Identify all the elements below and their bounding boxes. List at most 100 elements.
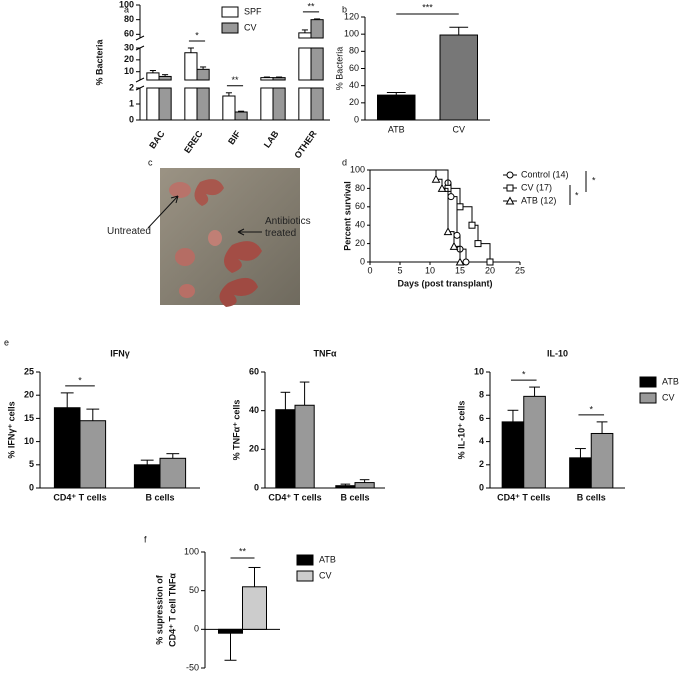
significance-label: * <box>575 190 579 200</box>
significance-label: * <box>589 404 593 414</box>
bar <box>523 395 546 489</box>
bar <box>242 586 267 630</box>
y-tick-label: 60 <box>249 366 259 376</box>
legend-label: CV (17) <box>521 182 552 192</box>
y-tick-label: 100 <box>184 546 199 556</box>
y-tick-label: 20 <box>24 390 34 400</box>
axis-break <box>135 45 145 51</box>
legend-swatch <box>221 22 239 34</box>
point <box>474 240 482 248</box>
y-tick-label: 2 <box>129 82 134 92</box>
y-tick-label: 20 <box>249 444 259 454</box>
x-tick-label: 20 <box>485 265 495 275</box>
bar <box>272 87 286 121</box>
bar <box>133 464 161 489</box>
point <box>506 171 514 179</box>
legend-label: ATB (12) <box>521 195 556 205</box>
significance-label: * <box>78 375 82 385</box>
axis-break <box>135 77 145 83</box>
photo <box>160 168 300 307</box>
y-tick-label: 0 <box>479 482 484 492</box>
panel-letter: e <box>4 337 9 347</box>
x-tick-label: CD4⁺ T cells <box>497 492 550 502</box>
y-tick-label: 0 <box>129 114 134 124</box>
y-tick-label: 100 <box>350 164 365 174</box>
point <box>443 227 453 236</box>
y-axis-label: % IFNγ⁺ cells <box>6 401 16 458</box>
subplot-title: IFNγ <box>110 348 130 358</box>
y-tick-label: 0 <box>360 256 365 266</box>
y-axis-label: CD4⁺ T cell TNFα <box>167 573 177 647</box>
x-tick-label: CV <box>452 124 465 134</box>
y-tick-label: 20 <box>349 97 359 107</box>
legend-swatch <box>639 376 657 388</box>
point <box>453 231 461 239</box>
legend-label: Control (14) <box>521 169 569 179</box>
legend-swatch <box>296 554 314 566</box>
legend-label: ATB <box>662 376 679 386</box>
y-tick-label: -50 <box>186 662 199 672</box>
bar <box>298 47 312 81</box>
y-tick-label: 60 <box>124 29 134 39</box>
y-axis-label: % IL-10⁺ cells <box>456 401 466 460</box>
bar <box>184 87 198 121</box>
y-tick-label: 80 <box>124 14 134 24</box>
panel-letter: b <box>342 4 347 14</box>
bar <box>298 87 312 121</box>
y-tick-label: 80 <box>349 46 359 56</box>
point <box>506 184 514 192</box>
bar <box>234 111 248 121</box>
bar <box>146 87 160 121</box>
x-tick-label: 15 <box>455 265 465 275</box>
legend-label: CV <box>244 22 257 32</box>
y-tick-label: 40 <box>249 405 259 415</box>
subplot-title: IL-10 <box>547 348 568 358</box>
bar <box>298 32 312 39</box>
x-tick-label: ATB <box>388 124 405 134</box>
y-tick-label: 0 <box>354 114 359 124</box>
bar <box>335 485 356 489</box>
bar <box>501 421 525 489</box>
y-tick-label: 2 <box>479 459 484 469</box>
bar <box>310 47 324 81</box>
bar <box>146 72 160 81</box>
y-tick-label: 1 <box>129 98 134 108</box>
x-tick-label: CD4⁺ T cells <box>53 492 106 502</box>
bar <box>196 87 210 121</box>
x-tick-label: CD4⁺ T cells <box>268 492 321 502</box>
y-tick-label: 0 <box>254 482 259 492</box>
y-tick-label: 6 <box>479 413 484 423</box>
y-tick-label: 50 <box>189 585 199 595</box>
bar <box>79 420 107 489</box>
significance-label: * <box>195 30 199 40</box>
point <box>486 258 494 266</box>
y-tick-label: 25 <box>24 366 34 376</box>
x-tick-label: BAC <box>147 128 167 150</box>
y-axis-label: % Bacteria <box>334 47 344 91</box>
legend-swatch <box>221 6 239 18</box>
legend-label: ATB <box>319 554 336 564</box>
x-tick-label: B cells <box>577 492 606 502</box>
point <box>437 183 447 192</box>
y-tick-label: 8 <box>479 390 484 400</box>
point <box>468 221 476 229</box>
bar <box>53 407 81 489</box>
y-tick-label: 60 <box>355 201 365 211</box>
significance-label: ** <box>231 75 239 85</box>
y-tick-label: 30 <box>124 42 134 52</box>
y-tick-label: 10 <box>24 436 34 446</box>
legend-label: SPF <box>244 6 262 16</box>
arrows <box>147 195 262 236</box>
bar <box>590 432 614 489</box>
y-tick-label: 20 <box>124 54 134 64</box>
bar <box>158 75 172 81</box>
x-tick-label: LAB <box>262 128 281 149</box>
point <box>456 203 464 211</box>
y-tick-label: 80 <box>355 183 365 193</box>
bar <box>377 94 416 121</box>
x-tick-label: 5 <box>397 265 402 275</box>
axis-break <box>135 85 145 91</box>
significance-label: ** <box>239 546 247 556</box>
bar <box>354 482 375 489</box>
x-tick-label: 25 <box>515 265 525 275</box>
